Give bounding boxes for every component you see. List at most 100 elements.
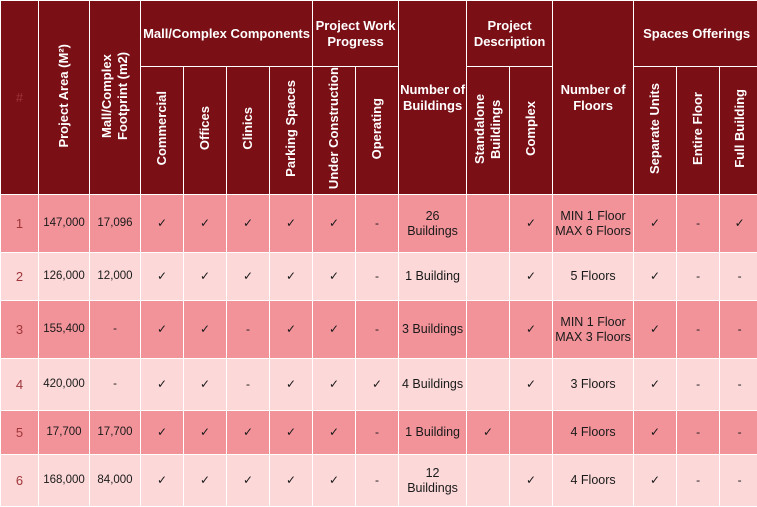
cell-floors: 4 Floors	[552, 454, 635, 507]
table-row: 6 168,000 84,000 ✓ ✓ ✓ ✓ ✓ - 12 Building…	[0, 454, 757, 507]
cell-operating: -	[355, 454, 400, 507]
row-number: 2	[0, 252, 39, 301]
header-spaces-group: Spaces Offerings	[633, 0, 757, 67]
cell-standalone: ✓	[466, 410, 511, 455]
cell-offices: ✓	[183, 194, 227, 253]
cell-buildings: 3 Buildings	[398, 300, 468, 359]
header-number-of-floors: Number of Floors	[552, 0, 635, 195]
cell-full-building: -	[719, 358, 757, 411]
cell-standalone	[466, 194, 511, 253]
cell-under-construction: ✓	[312, 454, 357, 507]
cell-entire-floor: -	[676, 252, 721, 301]
cell-entire-floor: -	[676, 454, 721, 507]
cell-separate-units: ✓	[633, 358, 678, 411]
cell-parking: ✓	[268, 410, 314, 455]
cell-parking: ✓	[268, 194, 314, 253]
header-index: #	[0, 0, 39, 195]
cell-complex	[509, 410, 554, 455]
header-separate-units: Separate Units	[633, 66, 678, 195]
cell-parking: ✓	[268, 358, 314, 411]
row-number: 3	[0, 300, 39, 359]
cell-area: 420,000	[38, 358, 90, 411]
cell-floors: 5 Floors	[552, 252, 635, 301]
cell-clinics: ✓	[226, 252, 270, 301]
cell-buildings: 12 Buildings	[398, 454, 468, 507]
cell-clinics: ✓	[226, 454, 270, 507]
cell-parking: ✓	[268, 454, 314, 507]
cell-complex: ✓	[509, 300, 554, 359]
cell-separate-units: ✓	[633, 300, 678, 359]
cell-offices: ✓	[183, 252, 227, 301]
cell-under-construction: ✓	[312, 358, 357, 411]
cell-operating: -	[355, 194, 400, 253]
cell-footprint: -	[89, 300, 141, 359]
row-number: 1	[0, 194, 39, 253]
header-progress-group: Project Work Progress	[312, 0, 400, 67]
cell-full-building: -	[719, 454, 757, 507]
cell-separate-units: ✓	[633, 454, 678, 507]
cell-separate-units: ✓	[633, 252, 678, 301]
cell-standalone	[466, 454, 511, 507]
cell-floors: 3 Floors	[552, 358, 635, 411]
cell-buildings: 1 Building	[398, 410, 468, 455]
cell-offices: ✓	[183, 300, 227, 359]
cell-floors: 4 Floors	[552, 410, 635, 455]
header-entire-floor: Entire Floor	[676, 66, 721, 195]
cell-clinics: ✓	[226, 194, 270, 253]
header-standalone-buildings: Standalone Buildings	[466, 66, 511, 195]
cell-buildings: 1 Building	[398, 252, 468, 301]
cell-operating: ✓	[355, 358, 400, 411]
cell-full-building: -	[719, 252, 757, 301]
cell-commercial: ✓	[140, 300, 184, 359]
cell-buildings: 26 Buildings	[398, 194, 468, 253]
cell-standalone	[466, 358, 511, 411]
cell-entire-floor: -	[676, 300, 721, 359]
cell-clinics: -	[226, 300, 270, 359]
header-parking-spaces: Parking Spaces	[268, 66, 314, 195]
cell-separate-units: ✓	[633, 410, 678, 455]
cell-area: 168,000	[38, 454, 90, 507]
cell-entire-floor: -	[676, 410, 721, 455]
table-row: 5 17,700 17,700 ✓ ✓ ✓ ✓ ✓ - 1 Building ✓…	[0, 410, 757, 455]
header-number-of-buildings: Number of Buildings	[398, 0, 468, 195]
header-project-area: Project Area (M²)	[38, 0, 90, 195]
cell-area: 155,400	[38, 300, 90, 359]
cell-operating: -	[355, 410, 400, 455]
cell-under-construction: ✓	[312, 300, 357, 359]
row-number: 5	[0, 410, 39, 455]
header-operating: Operating	[355, 66, 400, 195]
cell-footprint: 17,096	[89, 194, 141, 253]
cell-buildings: 4 Buildings	[398, 358, 468, 411]
table-row: 1 147,000 17,096 ✓ ✓ ✓ ✓ ✓ - 26 Building…	[0, 194, 757, 253]
cell-complex: ✓	[509, 454, 554, 507]
row-number: 6	[0, 454, 39, 507]
cell-complex: ✓	[509, 358, 554, 411]
table-row: 4 420,000 - ✓ ✓ - ✓ ✓ ✓ 4 Buildings ✓ 3 …	[0, 358, 757, 411]
cell-under-construction: ✓	[312, 410, 357, 455]
table-row: 2 126,000 12,000 ✓ ✓ ✓ ✓ ✓ - 1 Building …	[0, 252, 757, 301]
cell-complex: ✓	[509, 252, 554, 301]
cell-area: 126,000	[38, 252, 90, 301]
cell-offices: ✓	[183, 410, 227, 455]
cell-complex: ✓	[509, 194, 554, 253]
cell-clinics: ✓	[226, 410, 270, 455]
cell-standalone	[466, 300, 511, 359]
cell-full-building: -	[719, 300, 757, 359]
header-description-group: Project Description	[466, 0, 554, 67]
header-full-building: Full Building	[719, 66, 757, 195]
cell-footprint: -	[89, 358, 141, 411]
header-footprint: Mall/Complex Footprint (m2)	[89, 0, 141, 195]
header-under-construction: Under Construction	[312, 66, 357, 195]
cell-operating: -	[355, 300, 400, 359]
cell-operating: -	[355, 252, 400, 301]
cell-footprint: 17,700	[89, 410, 141, 455]
cell-parking: ✓	[268, 252, 314, 301]
table-row: 3 155,400 - ✓ ✓ - ✓ ✓ - 3 Buildings ✓ MI…	[0, 300, 757, 359]
header-complex: Complex	[509, 66, 554, 195]
cell-standalone	[466, 252, 511, 301]
header-components-group: Mall/Complex Components	[139, 0, 314, 67]
cell-under-construction: ✓	[312, 194, 357, 253]
cell-under-construction: ✓	[312, 252, 357, 301]
cell-full-building: -	[719, 410, 757, 455]
